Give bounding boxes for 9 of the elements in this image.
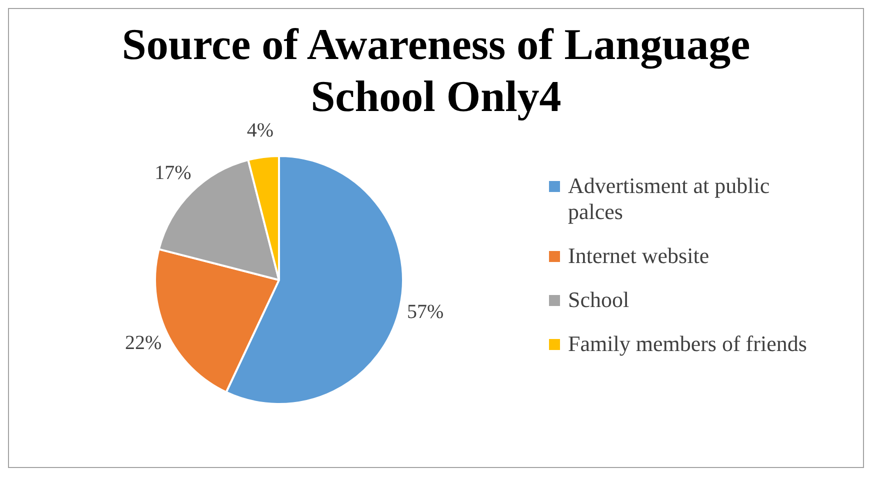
legend-label: School (568, 287, 630, 313)
data-label: 17% (154, 162, 192, 184)
legend-label: Family members of friends (568, 331, 807, 357)
legend-label: Internet website (568, 243, 710, 269)
data-label: 22% (124, 332, 162, 354)
data-label: 4% (246, 119, 274, 142)
legend-label: Advertisment at public palces (568, 173, 771, 225)
data-label: 57% (407, 300, 444, 323)
chart-title: Source of Awareness of Language School Only4 (122, 20, 750, 121)
